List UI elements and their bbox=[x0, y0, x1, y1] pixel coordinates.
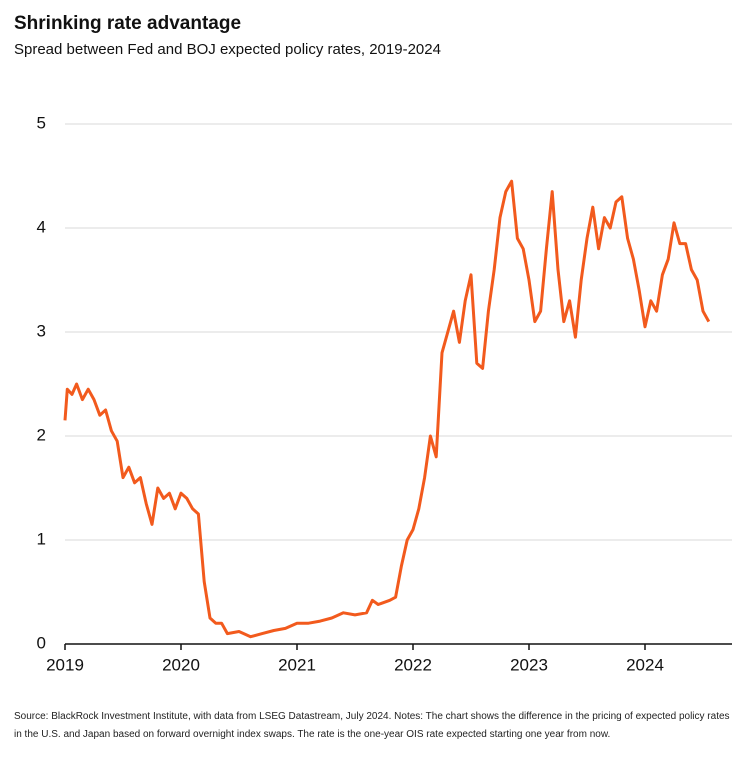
y-tick-label: 5 bbox=[37, 113, 46, 132]
source-note: Source: BlackRock Investment Institute, … bbox=[14, 711, 730, 740]
y-tick-label: 4 bbox=[37, 217, 46, 236]
x-tick-label: 2020 bbox=[162, 655, 200, 674]
x-tick-label: 2019 bbox=[46, 655, 84, 674]
x-tick-label: 2021 bbox=[278, 655, 316, 674]
line-series bbox=[63, 179, 711, 639]
y-tick-label: 0 bbox=[37, 633, 46, 652]
x-tick-label: 2022 bbox=[394, 655, 432, 674]
chart-subtitle: Spread between Fed and BOJ expected poli… bbox=[14, 41, 441, 58]
chart-title: Shrinking rate advantage bbox=[14, 13, 241, 34]
y-tick-label: 2 bbox=[37, 425, 46, 444]
y-tick-label: 3 bbox=[37, 321, 46, 340]
source-box: Source: BlackRock Investment Institute, … bbox=[14, 711, 730, 740]
y-tick-label: 1 bbox=[37, 529, 46, 548]
x-tick-label: 2024 bbox=[626, 655, 664, 674]
x-tick-label: 2023 bbox=[510, 655, 548, 674]
